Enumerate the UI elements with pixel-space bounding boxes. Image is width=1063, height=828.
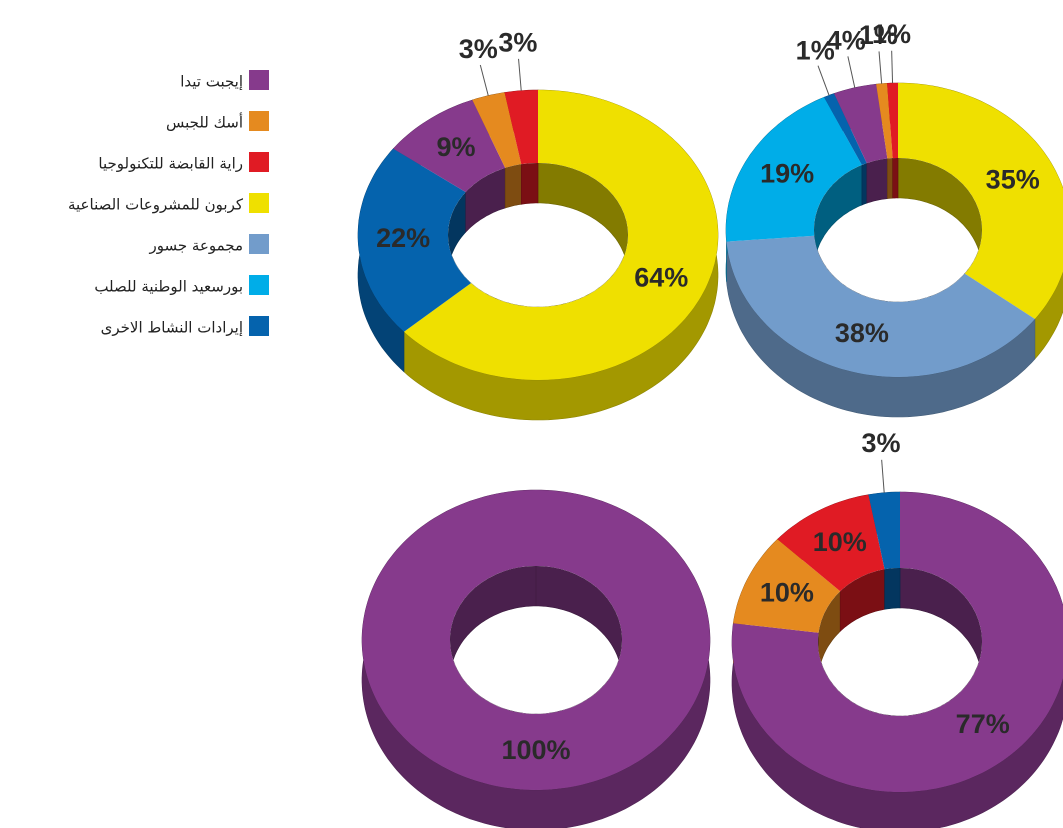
value-label: 38% (835, 318, 889, 348)
slice-inner-wall (897, 158, 982, 302)
donut-slice (393, 100, 506, 193)
donut-chart: 77% 10% 10% 3% (731, 428, 1063, 828)
leader-line (881, 459, 885, 493)
value-label: 1% (859, 20, 898, 50)
slice-inner-wall (892, 158, 899, 199)
donut-slice (504, 90, 538, 165)
slice-inner-wall (521, 163, 539, 205)
slice-inner-wall (861, 162, 868, 206)
legend-swatch (249, 152, 269, 172)
donut-slice (362, 490, 710, 790)
value-label: 64% (634, 262, 688, 292)
donut-slice (834, 84, 888, 164)
donut-slice (876, 83, 893, 159)
leader-line (891, 50, 894, 84)
donut-slice (868, 492, 900, 570)
leader-line (817, 65, 830, 96)
donut-chart: 35%38%19%1%4%1%1% (725, 19, 1063, 418)
value-label: 35% (986, 165, 1040, 195)
donut-slice (404, 90, 718, 380)
legend-label: مجموعة جسور (148, 237, 243, 255)
donut-chart: 64% 22% 9% 3% 3% (357, 28, 719, 421)
legend-swatch (249, 193, 269, 213)
charts: 64%22%9%3% 3%35%38%19%1%4%1%1%100%77%10%1… (357, 19, 1063, 828)
value-label: 1% (796, 35, 835, 65)
legend-label: راية القابضة للتكنولوجيا (98, 155, 243, 173)
donut-chart: 100% (361, 489, 711, 828)
donut-slice (824, 93, 867, 165)
value-label: 3% (861, 428, 900, 458)
value-label: 10% (760, 577, 814, 607)
legend-swatch (249, 316, 269, 336)
legend-label: إيجبت تيدا (180, 73, 243, 91)
leader-line (847, 56, 856, 88)
slice-inner-wall (884, 568, 901, 610)
donut-slice (732, 492, 1063, 792)
donut-slice (358, 148, 471, 332)
slice-inner-wall (887, 158, 893, 199)
value-label: 3% (498, 28, 537, 58)
leader-line (518, 58, 522, 91)
leader-line (479, 64, 489, 96)
legend-swatch (249, 275, 269, 295)
donut-slice (733, 539, 841, 633)
leader-line (878, 51, 883, 84)
value-label: 10% (813, 527, 867, 557)
value-label: 1% (872, 19, 911, 49)
value-label: 100% (501, 735, 570, 765)
legend-label: كربون للمشروعات الصناعية (68, 196, 244, 214)
value-label: 3% (459, 34, 498, 64)
legend-label: إيرادات النشاط الاخرى (101, 319, 243, 337)
legend-swatch (249, 111, 269, 131)
legend-label: أسك للجبس (166, 113, 243, 132)
donut-slice (726, 97, 862, 242)
legend: إيجبت تيدا أسك للجبس راية القابضة للتكنولو… (68, 70, 269, 337)
donut-slice (472, 92, 522, 168)
donut-slice (777, 494, 885, 592)
value-label: 22% (376, 223, 430, 253)
donut-slice (726, 235, 1035, 377)
donut-slice (898, 83, 1063, 319)
donut-slice (887, 83, 898, 159)
legend-label: بورسعيد الوطنية للصلب (94, 278, 243, 296)
value-label: 4% (827, 25, 866, 55)
legend-swatch (249, 70, 269, 90)
value-label: 9% (436, 132, 475, 162)
value-label: 19% (760, 158, 814, 188)
value-label: 77% (956, 709, 1010, 739)
legend-swatch (249, 234, 269, 254)
slice-inner-wall (866, 158, 888, 204)
slice-inner-wall (504, 163, 522, 209)
